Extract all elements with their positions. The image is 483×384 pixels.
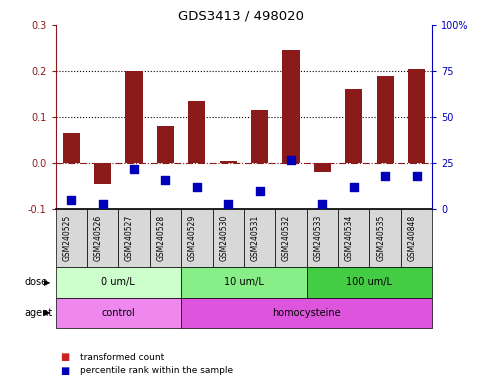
Text: GSM240528: GSM240528 xyxy=(156,215,165,261)
Text: GSM240533: GSM240533 xyxy=(313,215,323,261)
Bar xyxy=(220,161,237,163)
Text: GSM240534: GSM240534 xyxy=(345,215,354,261)
Text: 0 um/L: 0 um/L xyxy=(101,277,135,287)
Bar xyxy=(408,69,425,163)
Bar xyxy=(345,89,362,163)
Text: GSM240529: GSM240529 xyxy=(188,215,197,261)
Bar xyxy=(314,163,331,172)
Text: ■: ■ xyxy=(60,352,70,362)
Text: GSM240527: GSM240527 xyxy=(125,215,134,261)
Point xyxy=(350,184,357,190)
Bar xyxy=(63,133,80,163)
Point xyxy=(193,184,201,190)
Bar xyxy=(94,163,111,184)
Text: GDS3413 / 498020: GDS3413 / 498020 xyxy=(179,10,304,23)
Text: transformed count: transformed count xyxy=(80,353,164,362)
Bar xyxy=(251,110,268,163)
Text: GSM240525: GSM240525 xyxy=(62,215,71,261)
Text: GSM240532: GSM240532 xyxy=(282,215,291,261)
Point xyxy=(382,173,389,179)
Bar xyxy=(188,101,205,163)
Bar xyxy=(126,71,142,163)
Text: percentile rank within the sample: percentile rank within the sample xyxy=(80,366,233,375)
Text: ▶: ▶ xyxy=(43,278,50,287)
Text: dose: dose xyxy=(24,277,47,287)
Text: 10 um/L: 10 um/L xyxy=(224,277,264,287)
Point xyxy=(412,173,420,179)
Point xyxy=(319,201,327,207)
Point xyxy=(161,177,170,183)
Bar xyxy=(283,50,299,163)
Text: ■: ■ xyxy=(60,366,70,376)
Text: 100 um/L: 100 um/L xyxy=(346,277,393,287)
Text: GSM240530: GSM240530 xyxy=(219,215,228,261)
Point xyxy=(99,201,107,207)
Text: agent: agent xyxy=(24,308,52,318)
Point xyxy=(224,201,232,207)
Point xyxy=(68,197,75,203)
Text: GSM240531: GSM240531 xyxy=(251,215,260,261)
Bar xyxy=(157,126,174,163)
Text: GSM240848: GSM240848 xyxy=(408,215,417,261)
Text: GSM240526: GSM240526 xyxy=(94,215,103,261)
Bar xyxy=(377,76,394,163)
Point xyxy=(256,188,264,194)
Text: ▶: ▶ xyxy=(43,308,50,318)
Text: homocysteine: homocysteine xyxy=(272,308,341,318)
Text: control: control xyxy=(101,308,135,318)
Point xyxy=(287,156,295,162)
Text: GSM240535: GSM240535 xyxy=(376,215,385,261)
Point xyxy=(130,166,138,172)
